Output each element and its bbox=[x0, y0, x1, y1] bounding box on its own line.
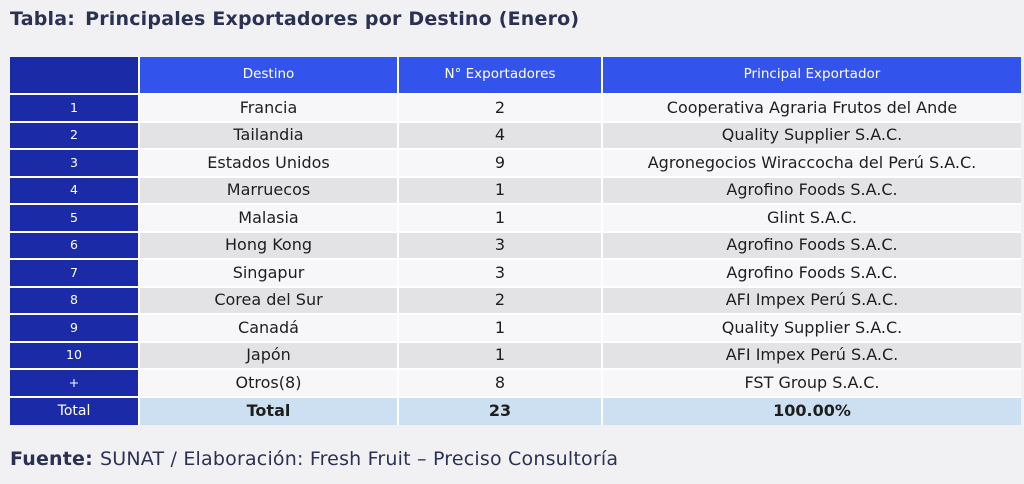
principal-cell: Agrofino Foods S.A.C. bbox=[603, 177, 1021, 203]
principal-cell: AFI Impex Perú S.A.C. bbox=[603, 287, 1021, 313]
rank-cell: 2 bbox=[10, 122, 138, 148]
rank-cell: + bbox=[10, 370, 138, 396]
source-text: SUNAT / Elaboración: Fresh Fruit – Preci… bbox=[99, 448, 619, 470]
principal-cell: Cooperativa Agraria Frutos del Ande bbox=[603, 95, 1021, 121]
principal-cell: 100.00% bbox=[603, 397, 1021, 425]
principal-cell: Agrofino Foods S.A.C. bbox=[603, 260, 1021, 286]
exportadores-cell: 1 bbox=[399, 315, 601, 341]
rank-cell: 1 bbox=[10, 95, 138, 121]
source-line: Fuente: SUNAT / Elaboración: Fresh Fruit … bbox=[10, 448, 618, 470]
rank-cell: 4 bbox=[10, 177, 138, 203]
exportadores-cell: 1 bbox=[399, 205, 601, 231]
destino-cell: Tailandia bbox=[140, 122, 397, 148]
principal-cell: FST Group S.A.C. bbox=[603, 370, 1021, 396]
principal-cell: Quality Supplier S.A.C. bbox=[603, 122, 1021, 148]
exportadores-cell: 23 bbox=[399, 397, 601, 425]
principal-cell: Agrofino Foods S.A.C. bbox=[603, 232, 1021, 258]
title-text: Principales Exportadores por Destino (En… bbox=[85, 8, 580, 30]
destino-cell: Hong Kong bbox=[140, 232, 397, 258]
destino-cell: Corea del Sur bbox=[140, 287, 397, 313]
exportadores-cell: 3 bbox=[399, 232, 601, 258]
title-prefix: Tabla: bbox=[10, 8, 76, 30]
exportadores-cell: 4 bbox=[399, 122, 601, 148]
destino-cell: Estados Unidos bbox=[140, 150, 397, 176]
exportadores-cell: 3 bbox=[399, 260, 601, 286]
header-rank-cell bbox=[10, 57, 138, 93]
destino-cell: Total bbox=[140, 397, 397, 425]
destino-cell: Otros(8) bbox=[140, 370, 397, 396]
rank-cell: 10 bbox=[10, 342, 138, 368]
principal-cell: Glint S.A.C. bbox=[603, 205, 1021, 231]
rank-cell: Total bbox=[10, 397, 138, 425]
destino-cell: Singapur bbox=[140, 260, 397, 286]
destino-cell: Canadá bbox=[140, 315, 397, 341]
rank-cell: 6 bbox=[10, 232, 138, 258]
exportadores-cell: 2 bbox=[399, 287, 601, 313]
principal-cell: AFI Impex Perú S.A.C. bbox=[603, 342, 1021, 368]
exporters-table: Destino N° Exportadores Principal Export… bbox=[10, 57, 1021, 425]
rank-cell: 5 bbox=[10, 205, 138, 231]
header-principal-cell: Principal Exportador bbox=[603, 57, 1021, 93]
exportadores-cell: 8 bbox=[399, 370, 601, 396]
source-label: Fuente: bbox=[10, 448, 93, 470]
exportadores-cell: 1 bbox=[399, 177, 601, 203]
rank-cell: 3 bbox=[10, 150, 138, 176]
exportadores-cell: 2 bbox=[399, 95, 601, 121]
principal-cell: Agronegocios Wiraccocha del Perú S.A.C. bbox=[603, 150, 1021, 176]
destino-cell: Malasia bbox=[140, 205, 397, 231]
destino-cell: Japón bbox=[140, 342, 397, 368]
exportadores-cell: 1 bbox=[399, 342, 601, 368]
destino-cell: Francia bbox=[140, 95, 397, 121]
page-title: Tabla: Principales Exportadores por Dest… bbox=[10, 8, 579, 30]
header-exportadores-cell: N° Exportadores bbox=[399, 57, 601, 93]
rank-cell: 9 bbox=[10, 315, 138, 341]
rank-cell: 8 bbox=[10, 287, 138, 313]
principal-cell: Quality Supplier S.A.C. bbox=[603, 315, 1021, 341]
header-destino-cell: Destino bbox=[140, 57, 397, 93]
rank-cell: 7 bbox=[10, 260, 138, 286]
exportadores-cell: 9 bbox=[399, 150, 601, 176]
destino-cell: Marruecos bbox=[140, 177, 397, 203]
